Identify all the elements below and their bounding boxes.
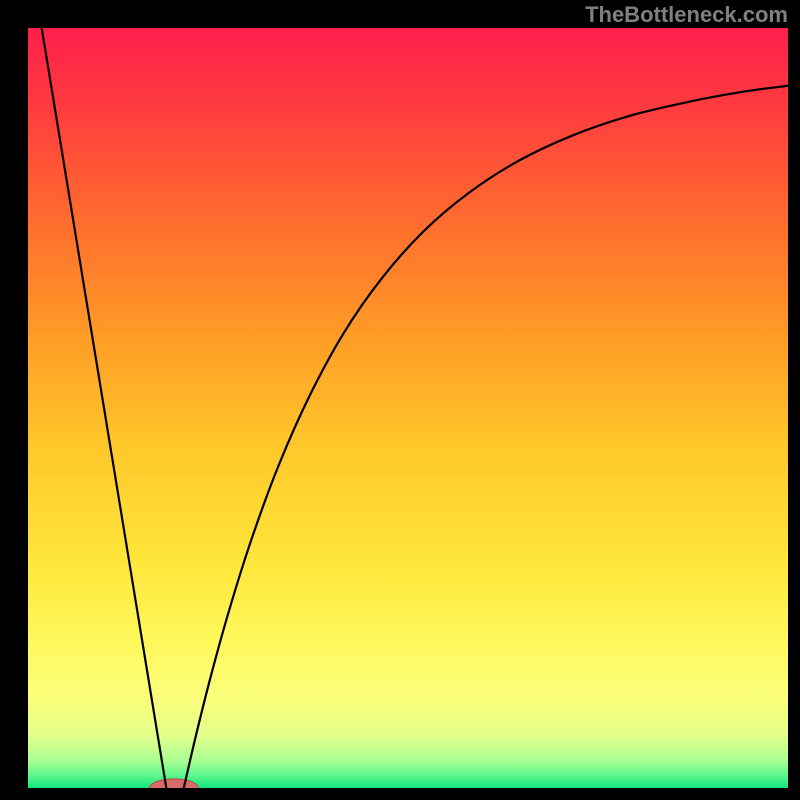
watermark-text: TheBottleneck.com bbox=[585, 2, 788, 28]
gradient-background bbox=[28, 28, 788, 788]
outer-frame: TheBottleneck.com bbox=[0, 0, 800, 800]
plot-area bbox=[28, 28, 788, 788]
chart-svg bbox=[28, 28, 788, 788]
